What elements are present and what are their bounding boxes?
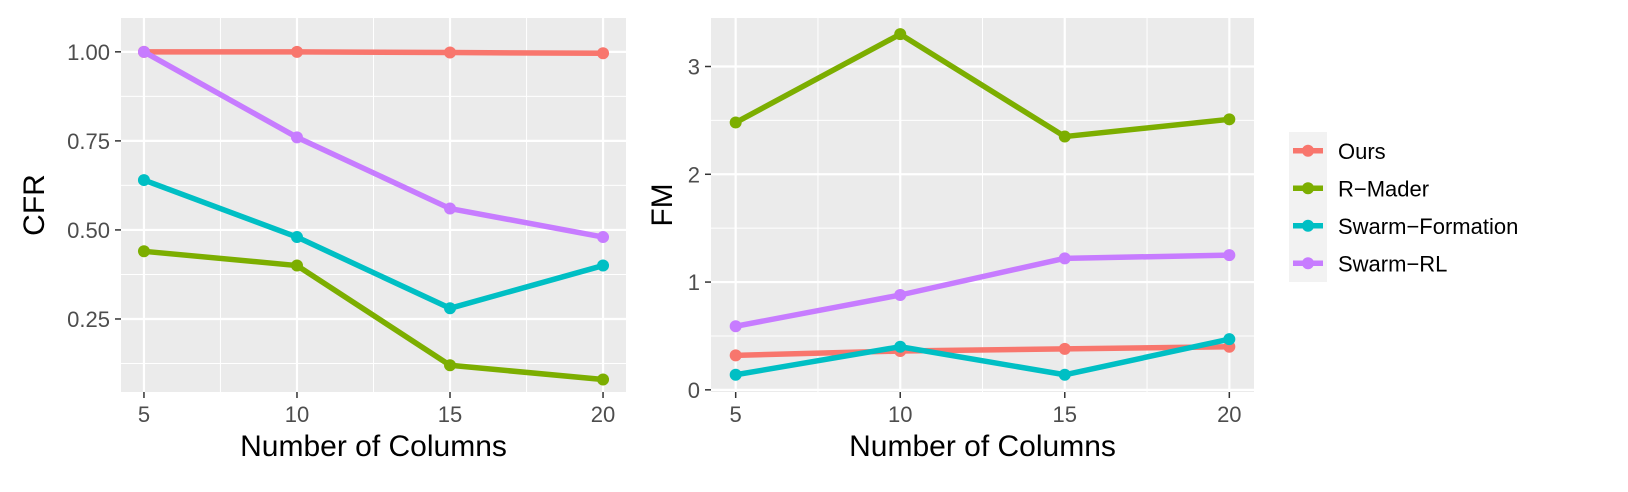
cfr-swarm-rl-line: [142, 49, 604, 240]
fm-x-tick-label: 15: [1053, 402, 1077, 427]
cfr-swarm-formation-point: [290, 231, 303, 244]
cfr-r-mader-point: [137, 245, 150, 258]
cfr-r-mader-line: [143, 248, 604, 383]
cfr-swarm-rl-point: [137, 45, 150, 58]
cfr-swarm-rl-point: [444, 202, 457, 215]
fm-ours-point: [729, 349, 742, 362]
legend: Ours R−Mader Swarm−Formation Swarm−RL: [1289, 132, 1518, 282]
fm-y-tick-label: 3: [688, 55, 700, 80]
fm-swarm-formation-line: [735, 336, 1230, 378]
fm-series-group: [729, 28, 1236, 381]
cfr-x-tick-label: 10: [285, 402, 309, 427]
cfr-y-tick-label: 0.50: [67, 218, 110, 243]
cfr-swarm-formation-line: [142, 177, 604, 312]
fm-x-tick-label: 20: [1217, 402, 1241, 427]
legend-swarm-rl-label: Swarm−RL: [1338, 251, 1447, 276]
fm-y-axis-title: FM: [646, 183, 679, 226]
cfr-axis-ticks: 0.25 0.50 0.75 1.00 5 10 15 20: [67, 40, 615, 427]
cfr-ours-line: [143, 49, 604, 57]
cfr-x-tick-label: 20: [591, 402, 615, 427]
fm-swarm-formation-point: [894, 340, 907, 353]
cfr-ours-point: [444, 46, 457, 59]
cfr-x-axis-title: Number of Columns: [240, 430, 507, 463]
fm-x-tick-label: 5: [730, 402, 742, 427]
cfr-y-axis-title: CFR: [18, 174, 51, 236]
fm-swarm-rl-point: [729, 320, 742, 333]
fm-r-mader-point: [894, 28, 907, 41]
cfr-x-tick-label: 5: [138, 402, 150, 427]
fm-swarm-rl-line: [735, 252, 1230, 329]
legend-key-background: [1289, 132, 1327, 282]
fm-gridlines: [711, 18, 1254, 392]
fm-swarm-rl-point: [1223, 249, 1236, 262]
fm-chart: 0 1 2 3 5 10 15 20 Number of Columns FM: [646, 18, 1254, 463]
cfr-y-tick-label: 1.00: [67, 40, 110, 65]
fm-x-tick-label: 10: [888, 402, 912, 427]
legend-swarm-formation-key-point: [1302, 219, 1314, 232]
fm-swarm-formation-point: [729, 368, 742, 381]
cfr-ours-point: [597, 47, 610, 60]
fm-ours-line: [735, 343, 1230, 359]
fm-y-tick-label: 2: [688, 162, 700, 187]
legend-ours-key-point: [1302, 144, 1314, 157]
fm-y-tick-label: 1: [688, 270, 700, 295]
cfr-swarm-formation-point: [597, 259, 610, 272]
cfr-chart: 0.25 0.50 0.75 1.00 5 10 15 20 Number of Column…: [18, 18, 626, 463]
legend-r-mader-label: R−Mader: [1338, 176, 1429, 201]
fm-swarm-rl-point: [1058, 252, 1071, 265]
fm-r-mader-line: [734, 31, 1230, 140]
fm-r-mader-point: [1058, 130, 1071, 143]
fm-ours-point: [1058, 342, 1071, 355]
cfr-swarm-rl-point: [290, 131, 303, 144]
cfr-r-mader-point: [597, 373, 610, 386]
fm-y-tick-label: 0: [688, 378, 700, 403]
fm-r-mader-point: [729, 116, 742, 129]
cfr-swarm-formation-point: [444, 302, 457, 315]
fm-r-mader-point: [1223, 113, 1236, 126]
cfr-r-mader-point: [444, 359, 457, 372]
cfr-series-group: [137, 45, 610, 386]
legend-ours-label: Ours: [1338, 139, 1386, 164]
fm-swarm-rl-point: [894, 288, 907, 301]
fm-x-axis-title: Number of Columns: [849, 430, 1116, 463]
fm-swarm-formation-point: [1223, 333, 1236, 346]
fm-swarm-formation-point: [1058, 368, 1071, 381]
cfr-swarm-rl-point: [597, 231, 610, 244]
fm-axis-ticks: 0 1 2 3 5 10 15 20: [688, 55, 1242, 427]
cfr-y-tick-label: 0.25: [67, 307, 110, 332]
legend-r-mader-key-point: [1302, 182, 1314, 195]
cfr-x-tick-label: 15: [438, 402, 462, 427]
cfr-r-mader-point: [290, 259, 303, 272]
cfr-ours-point: [290, 45, 303, 58]
cfr-swarm-formation-point: [137, 174, 150, 187]
cfr-y-tick-label: 0.75: [67, 129, 110, 154]
legend-swarm-rl-key-point: [1302, 257, 1314, 270]
legend-swarm-formation-label: Swarm−Formation: [1338, 214, 1518, 239]
